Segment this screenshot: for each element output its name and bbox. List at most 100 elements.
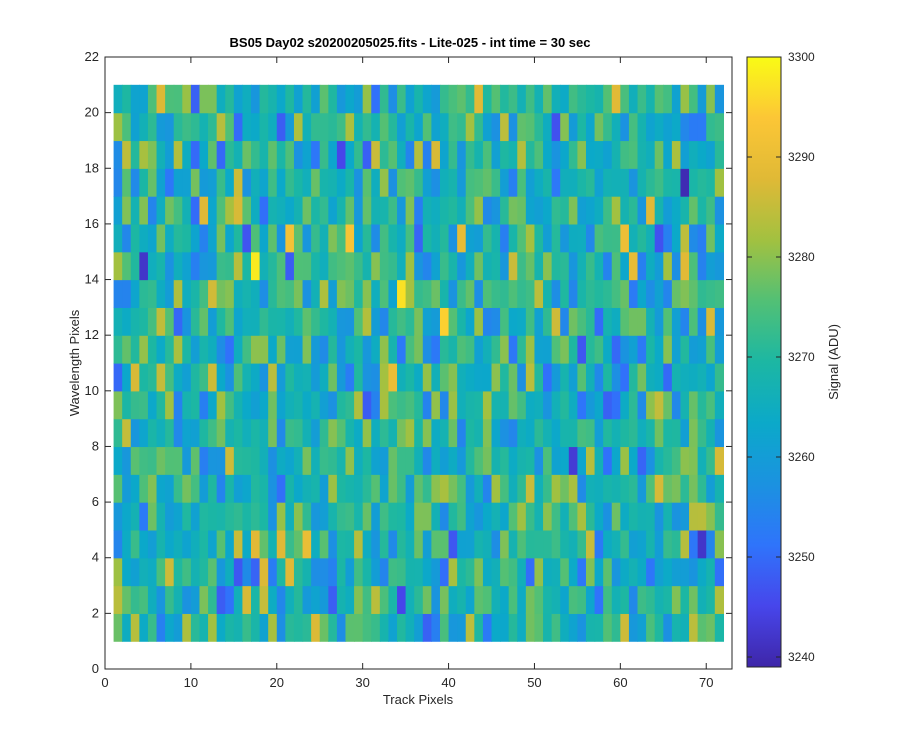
- heatmap-cell: [508, 557, 518, 587]
- heatmap-cell: [362, 307, 372, 336]
- heatmap-cell: [594, 84, 604, 114]
- heatmap-cell: [233, 390, 244, 420]
- heatmap-cell: [397, 474, 407, 503]
- heatmap-cell: [259, 474, 269, 503]
- heatmap-cell: [431, 446, 441, 475]
- heatmap-cell: [543, 140, 553, 169]
- heatmap-cell: [568, 446, 578, 475]
- heatmap-cells: [113, 84, 725, 642]
- heatmap-cell: [646, 418, 656, 448]
- heatmap-cell: [182, 112, 192, 142]
- y-tick-label: 4: [92, 550, 99, 565]
- heatmap-cell: [706, 196, 716, 225]
- colorbar-tick-label: 3280: [788, 250, 815, 264]
- heatmap-cell: [405, 529, 415, 559]
- heatmap-cell: [628, 84, 639, 114]
- heatmap-cell: [319, 585, 329, 614]
- heatmap-cell: [568, 502, 578, 531]
- heatmap-cell: [345, 446, 355, 475]
- heatmap-cell: [508, 613, 518, 642]
- heatmap-cell: [543, 84, 553, 114]
- heatmap-cell: [568, 557, 578, 587]
- heatmap-cell: [474, 390, 484, 420]
- heatmap-cell: [646, 140, 656, 169]
- heatmap-cell: [585, 335, 596, 364]
- heatmap-cell: [414, 390, 424, 420]
- heatmap-cell: [139, 251, 149, 281]
- heatmap-cell: [405, 363, 415, 392]
- heatmap-cell: [646, 474, 656, 503]
- heatmap-cell: [276, 446, 286, 475]
- heatmap-cell: [130, 557, 140, 587]
- heatmap-cell: [354, 529, 364, 559]
- heatmap-cell: [422, 112, 432, 142]
- heatmap-cell: [156, 84, 166, 114]
- heatmap-cell: [543, 307, 553, 336]
- heatmap-cell: [233, 474, 244, 503]
- heatmap-cell: [422, 390, 432, 420]
- heatmap-cell: [336, 446, 347, 475]
- heatmap-cell: [165, 168, 175, 197]
- heatmap-cell: [208, 363, 218, 392]
- heatmap-cell: [147, 279, 158, 308]
- heatmap-cell: [500, 223, 510, 253]
- heatmap-cell: [130, 279, 140, 308]
- heatmap-cell: [663, 529, 673, 559]
- heatmap-cell: [302, 585, 312, 614]
- heatmap-cell: [336, 140, 347, 169]
- heatmap-cell: [431, 363, 441, 392]
- heatmap-cell: [594, 307, 604, 336]
- heatmap-cell: [482, 335, 493, 364]
- heatmap-cell: [182, 613, 192, 642]
- heatmap-cell: [208, 251, 218, 281]
- heatmap-cell: [611, 307, 621, 336]
- heatmap-cell: [405, 112, 415, 142]
- heatmap-cell: [431, 168, 441, 197]
- heatmap-cell: [654, 223, 664, 253]
- heatmap-cell: [233, 557, 244, 587]
- heatmap-cell: [268, 307, 278, 336]
- heatmap-cell: [620, 335, 630, 364]
- heatmap-cell: [603, 307, 613, 336]
- heatmap-cell: [628, 251, 639, 281]
- heatmap-cell: [603, 529, 613, 559]
- heatmap-cell: [517, 390, 527, 420]
- heatmap-cell: [182, 363, 192, 392]
- heatmap-cell: [611, 84, 621, 114]
- heatmap-cell: [414, 335, 424, 364]
- heatmap-cell: [422, 474, 432, 503]
- heatmap-cell: [525, 196, 536, 225]
- heatmap-cell: [268, 502, 278, 531]
- heatmap-cell: [216, 390, 226, 420]
- heatmap-cell: [431, 557, 441, 587]
- heatmap-cell: [474, 140, 484, 169]
- heatmap-cell: [671, 307, 682, 336]
- heatmap-cell: [491, 390, 501, 420]
- heatmap-cell: [517, 335, 527, 364]
- heatmap-cell: [500, 140, 510, 169]
- heatmap-cell: [147, 168, 158, 197]
- heatmap-cell: [345, 251, 355, 281]
- heatmap-cell: [268, 84, 278, 114]
- heatmap-cell: [491, 168, 501, 197]
- heatmap-cell: [139, 502, 149, 531]
- heatmap-cell: [268, 168, 278, 197]
- heatmap-cell: [594, 112, 604, 142]
- heatmap-cell: [122, 335, 132, 364]
- heatmap-cell: [637, 390, 647, 420]
- heatmap-cell: [328, 223, 338, 253]
- heatmap-cell: [551, 390, 561, 420]
- x-axis-ticks: 0 10 20 30 40 50 60 70: [101, 57, 713, 690]
- heatmap-cell: [268, 446, 278, 475]
- heatmap-cell: [354, 307, 364, 336]
- heatmap-cell: [491, 223, 501, 253]
- heatmap-cell: [199, 223, 209, 253]
- heatmap-cell: [130, 474, 140, 503]
- heatmap-cell: [165, 335, 175, 364]
- heatmap-cell: [585, 418, 596, 448]
- heatmap-cell: [199, 140, 209, 169]
- heatmap-cell: [147, 557, 158, 587]
- heatmap-cell: [577, 418, 587, 448]
- heatmap-cell: [336, 84, 347, 114]
- heatmap-cell: [285, 307, 295, 336]
